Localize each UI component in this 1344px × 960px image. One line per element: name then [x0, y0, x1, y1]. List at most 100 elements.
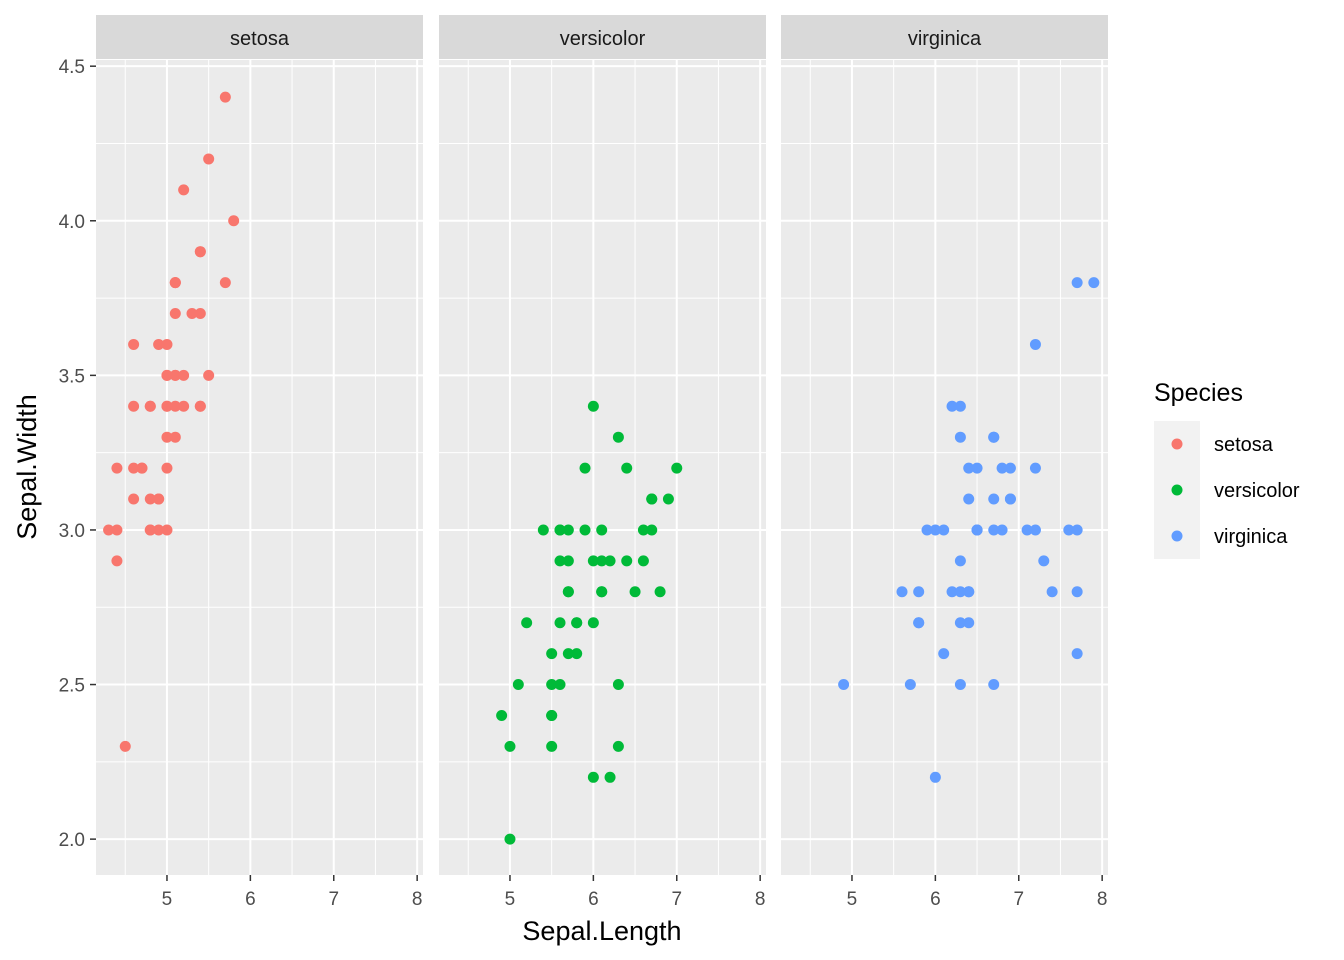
x-tick-label: 8: [755, 889, 766, 910]
data-point-virginica: [929, 771, 941, 783]
data-point-setosa: [186, 308, 198, 320]
data-point-virginica: [1004, 493, 1016, 505]
data-point-setosa: [153, 338, 165, 350]
data-point-setosa: [178, 184, 190, 196]
data-point-versicolor: [662, 493, 674, 505]
data-point-versicolor: [604, 555, 616, 567]
data-point-setosa: [161, 431, 173, 443]
data-point-setosa: [136, 462, 148, 474]
data-point-setosa: [194, 246, 206, 258]
data-point-setosa: [111, 462, 123, 474]
data-point-versicolor: [621, 555, 633, 567]
data-point-setosa: [194, 308, 206, 320]
data-point-versicolor: [612, 431, 624, 443]
facet-panel-setosa: setosa 5 6 7 8: [96, 15, 423, 910]
data-point-virginica: [938, 524, 950, 536]
data-point-versicolor: [504, 833, 516, 845]
data-point-virginica: [929, 524, 941, 536]
data-point-virginica: [954, 431, 966, 443]
data-point-versicolor: [562, 524, 574, 536]
data-point-virginica: [963, 586, 975, 598]
data-point-versicolor: [621, 462, 633, 474]
data-point-versicolor: [587, 771, 599, 783]
data-point-virginica: [1029, 462, 1041, 474]
data-point-setosa: [128, 493, 140, 505]
panel-background: [781, 60, 1108, 875]
x-axis-title: Sepal.Length: [522, 916, 681, 946]
data-point-setosa: [103, 524, 115, 536]
data-point-versicolor: [579, 462, 591, 474]
data-point-virginica: [904, 679, 916, 691]
data-point-setosa: [178, 400, 190, 412]
legend-point-virginica: [1171, 530, 1183, 542]
data-point-versicolor: [546, 709, 558, 721]
data-point-virginica: [838, 679, 850, 691]
legend: Species setosa versicolor virginica: [1154, 379, 1300, 559]
data-point-virginica: [971, 462, 983, 474]
legend-title: Species: [1154, 379, 1243, 407]
data-point-virginica: [996, 524, 1008, 536]
data-point-versicolor: [596, 524, 608, 536]
data-point-virginica: [1038, 555, 1050, 567]
x-tick-label: 6: [588, 889, 599, 910]
data-point-versicolor: [546, 679, 558, 691]
data-point-virginica: [1029, 524, 1041, 536]
legend-point-setosa: [1171, 438, 1183, 450]
data-point-virginica: [954, 555, 966, 567]
data-point-versicolor: [571, 617, 583, 629]
y-tick-label: 2.5: [59, 676, 85, 697]
data-point-virginica: [988, 524, 1000, 536]
data-point-virginica: [946, 400, 958, 412]
data-point-versicolor: [562, 555, 574, 567]
x-tick-label: 8: [412, 889, 423, 910]
data-point-setosa: [169, 369, 181, 381]
x-tick-label: 6: [930, 889, 941, 910]
data-point-versicolor: [587, 617, 599, 629]
facet-panel-versicolor: versicolor 5 6 7 8: [439, 15, 766, 910]
data-point-virginica: [996, 462, 1008, 474]
y-tick-label: 3.5: [59, 366, 85, 387]
data-point-versicolor: [587, 400, 599, 412]
facet-strip-label: virginica: [908, 28, 982, 50]
facet-strip-label: versicolor: [560, 28, 646, 50]
data-point-versicolor: [604, 771, 616, 783]
data-point-setosa: [169, 308, 181, 320]
data-point-virginica: [1071, 277, 1083, 289]
data-point-versicolor: [554, 524, 566, 536]
data-point-setosa: [144, 524, 156, 536]
data-point-setosa: [128, 462, 140, 474]
data-point-virginica: [938, 648, 950, 660]
data-point-virginica: [954, 679, 966, 691]
data-point-virginica: [988, 431, 1000, 443]
y-tick-label: 4.0: [59, 212, 85, 233]
data-point-versicolor: [629, 586, 641, 598]
data-point-versicolor: [654, 586, 666, 598]
data-point-versicolor: [504, 740, 516, 752]
data-point-virginica: [913, 617, 925, 629]
x-tick-label: 7: [328, 889, 339, 910]
data-point-versicolor: [637, 555, 649, 567]
facet-strip: [96, 15, 423, 59]
facet-strip: [781, 15, 1108, 59]
data-point-virginica: [954, 617, 966, 629]
data-point-versicolor: [579, 524, 591, 536]
legend-label: versicolor: [1214, 480, 1300, 502]
panel-background: [96, 60, 423, 875]
data-point-setosa: [194, 400, 206, 412]
data-point-setosa: [153, 524, 165, 536]
data-point-versicolor: [496, 709, 508, 721]
data-point-versicolor: [546, 648, 558, 660]
data-point-virginica: [1029, 338, 1041, 350]
legend-label: setosa: [1214, 434, 1274, 456]
data-point-virginica: [963, 617, 975, 629]
data-point-setosa: [203, 369, 215, 381]
data-point-setosa: [161, 462, 173, 474]
data-point-versicolor: [671, 462, 683, 474]
data-point-setosa: [169, 277, 181, 289]
data-point-versicolor: [646, 524, 658, 536]
data-point-virginica: [971, 524, 983, 536]
data-point-versicolor: [554, 679, 566, 691]
data-point-setosa: [169, 400, 181, 412]
data-point-virginica: [963, 462, 975, 474]
data-point-setosa: [161, 524, 173, 536]
